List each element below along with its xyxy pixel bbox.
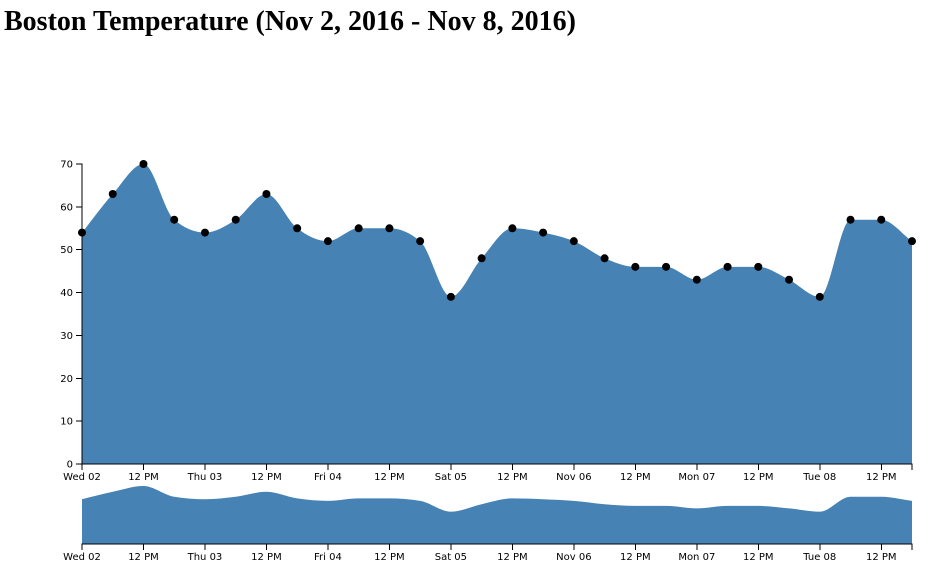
data-point — [539, 228, 548, 237]
context-x-tick-label: Wed 02 — [63, 552, 101, 563]
context-x-tick-label: 12 PM — [866, 552, 897, 563]
data-point — [446, 292, 455, 301]
y-tick-label: 50 — [60, 245, 73, 256]
focus-x-tick-label: Sat 05 — [435, 472, 467, 483]
context-x-tick-label: 12 PM — [497, 552, 528, 563]
y-tick-label: 40 — [60, 288, 73, 299]
context-x-tick-label: Fri 04 — [314, 552, 342, 563]
focus-x-tick-label: 12 PM — [251, 472, 282, 483]
data-point — [477, 254, 486, 263]
focus-y-axis: 0 10 20 30 40 50 60 70 — [60, 160, 83, 471]
context-x-tick-label: 12 PM — [374, 552, 405, 563]
data-point — [877, 215, 886, 224]
focus-x-tick-label: 12 PM — [620, 472, 651, 483]
focus-x-axis: Wed 02 12 PM Thu 03 12 PM Fri 04 12 PM Sat 05 1… — [63, 463, 913, 483]
focus-chart: 0 10 20 30 40 50 60 70 Wed 02 12 PM Thu 03 12 PM Fr… — [60, 160, 916, 483]
data-point — [170, 215, 179, 224]
focus-x-tick-label: Mon 07 — [678, 472, 715, 483]
context-x-axis: Wed 02 12 PM Thu 03 12 PM Fri 04 12 PM Sat 05 1… — [63, 543, 913, 563]
focus-x-tick-label: Nov 06 — [556, 472, 591, 483]
focus-x-tick-label: 12 PM — [374, 472, 405, 483]
y-tick-label: 20 — [60, 374, 73, 385]
data-point — [354, 224, 363, 233]
data-point — [631, 262, 640, 271]
y-axis-domain — [76, 163, 83, 465]
data-point — [754, 262, 763, 271]
context-x-tick-label: Sat 05 — [435, 552, 467, 563]
y-tick-label: 70 — [60, 160, 73, 171]
focus-x-tick-label: Thu 03 — [187, 472, 223, 483]
data-point — [293, 224, 302, 233]
data-point — [723, 262, 732, 271]
y-tick-label: 10 — [60, 417, 73, 428]
data-point — [815, 292, 824, 301]
y-tick-label: 30 — [60, 331, 73, 342]
data-point — [108, 190, 117, 198]
focus-data-points — [78, 160, 916, 301]
context-x-tick-label: Mon 07 — [678, 552, 715, 563]
context-x-tick-label: 12 PM — [620, 552, 651, 563]
y-tick-label: 0 — [67, 460, 73, 471]
focus-area-series — [82, 164, 912, 464]
focus-x-tick-label: Fri 04 — [314, 472, 342, 483]
context-x-tick-label: 12 PM — [128, 552, 159, 563]
data-point — [908, 237, 916, 246]
data-point — [846, 215, 855, 224]
data-point — [416, 237, 425, 246]
context-x-tick-label: Tue 08 — [802, 552, 836, 563]
context-x-axis-domain — [81, 543, 913, 550]
context-area-series — [82, 486, 912, 544]
context-x-tick-label: Nov 06 — [556, 552, 591, 563]
focus-x-tick-label: Wed 02 — [63, 472, 101, 483]
focus-x-tick-label: 12 PM — [128, 472, 159, 483]
data-point — [785, 275, 794, 284]
data-point — [508, 224, 517, 233]
data-point — [569, 237, 578, 246]
focus-x-axis-domain — [81, 463, 913, 470]
focus-x-tick-label: Tue 08 — [802, 472, 836, 483]
focus-x-tick-label: 12 PM — [866, 472, 897, 483]
focus-x-tick-label: 12 PM — [497, 472, 528, 483]
data-point — [262, 190, 271, 198]
data-point — [692, 275, 701, 284]
page-title: Boston Temperature (Nov 2, 2016 - Nov 8,… — [4, 6, 576, 37]
focus-x-tick-label: 12 PM — [743, 472, 774, 483]
data-point — [323, 237, 332, 246]
data-point — [231, 215, 240, 224]
context-x-tick-label: Thu 03 — [187, 552, 223, 563]
y-tick-label: 60 — [60, 202, 73, 213]
context-chart[interactable]: Wed 02 12 PM Thu 03 12 PM Fri 04 12 PM Sat 05 1… — [63, 486, 913, 563]
data-point — [139, 160, 148, 168]
data-point — [385, 224, 394, 233]
data-point — [200, 228, 209, 237]
context-x-tick-label: 12 PM — [743, 552, 774, 563]
data-point — [600, 254, 609, 263]
context-x-tick-label: 12 PM — [251, 552, 282, 563]
data-point — [662, 262, 671, 271]
